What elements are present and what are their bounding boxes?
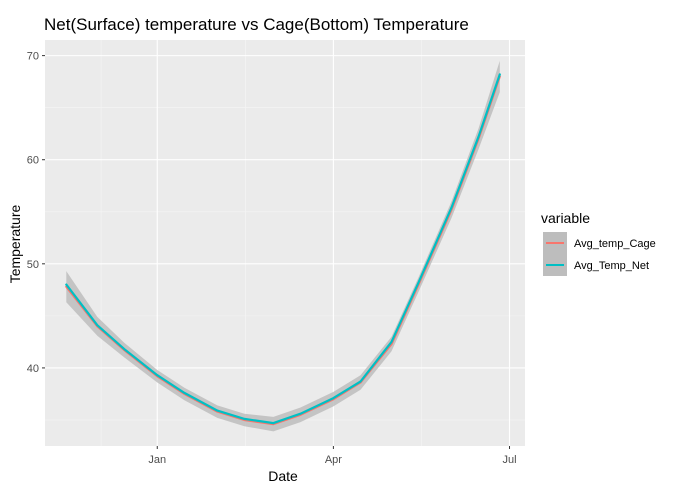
chart-title: Net(Surface) temperature vs Cage(Bottom)… xyxy=(44,15,469,34)
y-tick-label: 60 xyxy=(27,155,39,167)
x-tick-label: Apr xyxy=(325,454,342,466)
legend-title: variable xyxy=(541,210,590,226)
x-tick-label: Jul xyxy=(502,454,516,466)
y-tick-label: 70 xyxy=(27,51,39,63)
x-tick-label: Jan xyxy=(148,454,166,466)
legend: variable Avg_temp_Cage Avg_Temp_Net xyxy=(541,210,656,276)
y-axis-title: Temperature xyxy=(7,204,23,283)
y-tick-label: 40 xyxy=(27,363,39,375)
legend-label-avg-temp-net: Avg_Temp_Net xyxy=(574,260,649,272)
plot-area: 40 50 60 70 Jan Apr Jul xyxy=(27,40,525,466)
y-tick-label: 50 xyxy=(27,259,39,271)
legend-label-avg-temp-cage: Avg_temp_Cage xyxy=(574,238,656,250)
series-line-avg-temp-net xyxy=(65,73,501,425)
plot-panel xyxy=(45,40,525,446)
x-axis-title: Date xyxy=(268,468,298,484)
confidence-band xyxy=(66,60,500,432)
